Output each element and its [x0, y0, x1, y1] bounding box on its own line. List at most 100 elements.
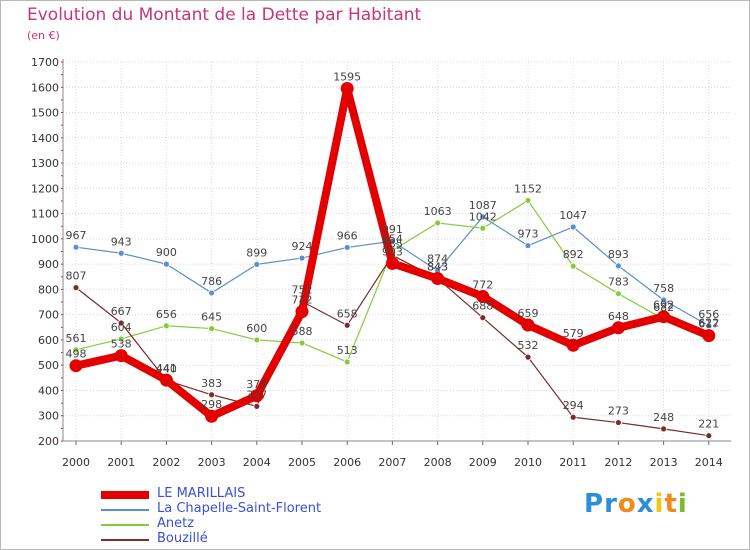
data-label: 1042: [469, 210, 497, 223]
data-label: 498: [66, 348, 87, 361]
data-label: 294: [563, 399, 584, 412]
data-point: [340, 82, 354, 96]
y-tick-label: 400: [38, 384, 59, 397]
data-label: 973: [518, 228, 539, 241]
data-point: [205, 409, 219, 423]
data-point: [117, 319, 125, 327]
logo-letter: x: [636, 489, 655, 519]
legend-label: Bouzillé: [157, 531, 208, 546]
data-point: [569, 262, 577, 270]
data-point: [611, 321, 625, 335]
data-point: [705, 322, 713, 330]
x-tick-label: 2002: [152, 456, 180, 469]
data-point: [295, 305, 309, 319]
data-label: 441: [156, 362, 177, 375]
data-label: 1063: [424, 205, 452, 218]
data-label: 688: [472, 300, 493, 313]
data-point: [162, 260, 170, 268]
data-label: 899: [246, 246, 267, 259]
data-point: [298, 254, 306, 262]
x-tick-label: 2012: [604, 456, 632, 469]
y-tick-label: 1400: [31, 132, 59, 145]
data-point: [702, 329, 716, 343]
data-point: [385, 256, 399, 270]
x-tick-label: 2009: [469, 456, 497, 469]
data-label: 1595: [333, 71, 361, 84]
data-label: 712: [292, 294, 313, 307]
legend-swatch: [101, 509, 149, 511]
data-label: 900: [156, 246, 177, 259]
data-label: 648: [608, 310, 629, 323]
data-point: [72, 284, 80, 292]
data-point: [431, 272, 445, 286]
data-label: 758: [653, 282, 674, 295]
data-point: [615, 419, 622, 426]
data-point: [615, 290, 622, 298]
data-label: 967: [66, 229, 87, 242]
data-label: 579: [563, 327, 584, 340]
data-label: 954: [382, 232, 403, 245]
data-label: 893: [608, 248, 629, 261]
axes: 200 300 400 500 600 700 800 900 1000 1100 1200 1300…: [31, 56, 731, 469]
data-point: [569, 223, 577, 231]
x-tick-label: 2013: [650, 456, 678, 469]
data-point: [343, 321, 351, 329]
data-point: [524, 353, 532, 361]
data-point: [72, 346, 80, 354]
data-point: [208, 391, 216, 399]
data-label: 379: [246, 378, 267, 391]
y-tick-label: 900: [38, 258, 59, 271]
data-label: 903: [382, 245, 403, 258]
data-point: [479, 224, 487, 232]
y-tick-label: 1100: [31, 208, 59, 221]
logo-letter: i: [677, 489, 688, 519]
data-point: [566, 338, 580, 352]
data-point: [524, 197, 532, 204]
data-label: 588: [292, 325, 313, 338]
x-tick-label: 2008: [424, 456, 452, 469]
y-tick-label: 600: [38, 334, 59, 347]
data-point: [657, 310, 671, 324]
data-label: 656: [156, 308, 177, 321]
data-label: 667: [111, 305, 132, 318]
y-tick-label: 700: [38, 309, 59, 322]
data-label: 600: [246, 322, 267, 335]
data-point: [479, 213, 487, 221]
legend-label: LE MARILLAIS: [157, 486, 246, 501]
data-label: 538: [111, 338, 132, 351]
data-label: 617: [698, 318, 719, 331]
data-point: [72, 243, 80, 251]
logo-letter: i: [654, 489, 665, 519]
legend-label: La Chapelle-Saint-Florent: [157, 501, 322, 516]
x-tick-label: 2007: [378, 456, 406, 469]
data-label: 383: [201, 377, 222, 390]
data-point: [705, 432, 713, 440]
data-label: 924: [292, 240, 313, 253]
x-tick-label: 2004: [243, 456, 271, 469]
data-label: 1047: [559, 209, 587, 222]
data-label: 561: [66, 332, 87, 345]
data-label: 221: [698, 418, 719, 431]
y-tick-label: 1000: [31, 233, 59, 246]
data-point: [476, 289, 490, 303]
data-point: [117, 249, 125, 257]
data-point: [208, 289, 216, 297]
data-label: 772: [472, 278, 493, 291]
logo-letter: r: [604, 489, 618, 519]
x-tick-label: 2011: [559, 456, 587, 469]
data-point: [298, 339, 306, 347]
y-unit-label: (en €): [27, 29, 60, 42]
data-label: 682: [653, 301, 674, 314]
chart-title: Evolution du Montant de la Dette par Hab…: [27, 5, 422, 25]
series-lines: [69, 82, 716, 440]
data-label: 645: [201, 311, 222, 324]
x-tick-label: 2003: [198, 456, 226, 469]
data-label: 604: [111, 321, 132, 334]
logo-letter: P: [584, 489, 605, 519]
y-tick-label: 800: [38, 283, 59, 296]
data-point: [479, 314, 487, 322]
data-point: [253, 402, 261, 410]
data-point: [569, 413, 577, 421]
data-label: 532: [518, 339, 539, 352]
